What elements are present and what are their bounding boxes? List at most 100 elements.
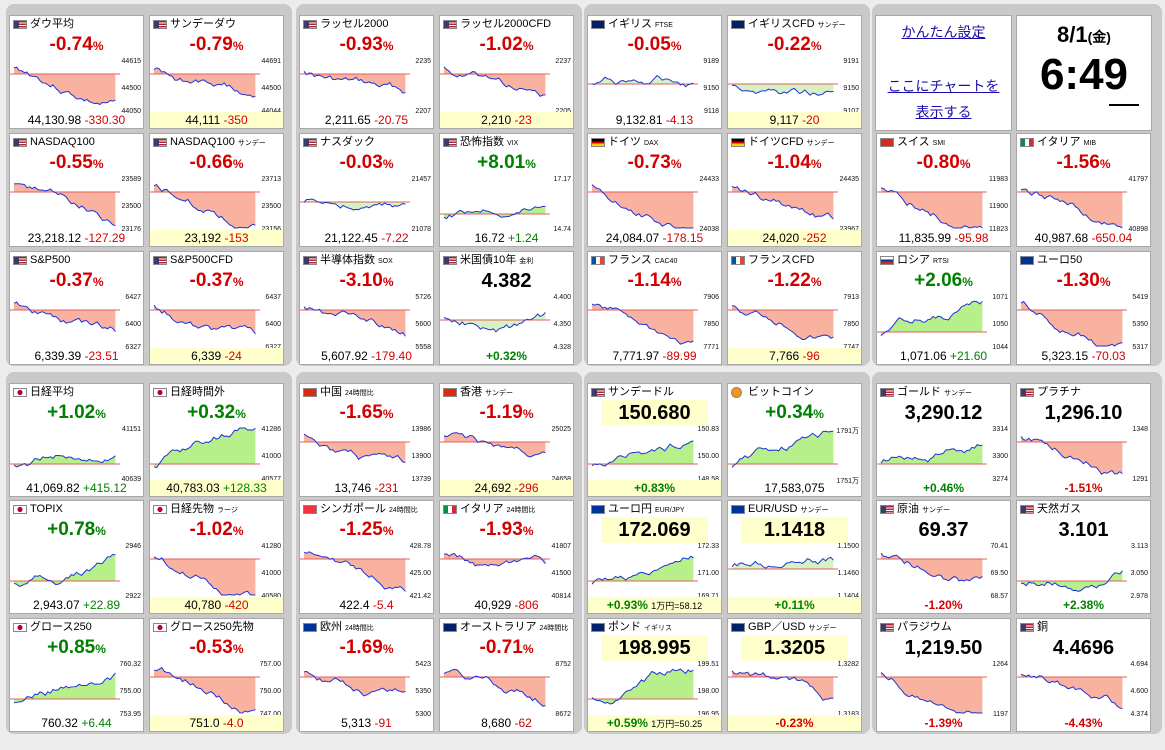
- tile-header: ラッセル2000CFD: [440, 16, 573, 33]
- price-diff: -806: [514, 598, 539, 612]
- market-tile[interactable]: S&P500 -0.37% 6427 6400 6327 6,339.39 -23.51: [9, 251, 144, 365]
- price-line: [303, 551, 406, 592]
- axis-label: 41000: [261, 453, 281, 460]
- us-flag-icon: [13, 20, 27, 29]
- market-tile[interactable]: ダウ平均 -0.74% 44615 44500 44050 44,130.98 -330.…: [9, 15, 144, 129]
- market-tile[interactable]: プラチナ 1,296.10 1348 1291 -1.51%: [1016, 383, 1151, 497]
- area-fill: [732, 557, 834, 569]
- market-tile[interactable]: 天然ガス 3.101 3.113 3.050 2.978 +2.38%: [1016, 500, 1151, 614]
- settings-link[interactable]: かんたん設定: [901, 24, 986, 40]
- market-tile[interactable]: ユーロ円EUR/JPY172.069172.33171.00169.71+0.9…: [587, 500, 722, 614]
- market-tile[interactable]: イタリア 24時間比 -1.93% 41807 41500 40814 40,929 -80…: [439, 500, 574, 614]
- chart-link-1[interactable]: ここにチャートを: [887, 78, 1000, 94]
- area-fill: [732, 431, 834, 468]
- market-tile[interactable]: サンデーダウ-0.79%44691445004404444,111 -350: [149, 15, 284, 129]
- axis-label: 7747: [843, 344, 859, 351]
- market-tile[interactable]: オーストラリア 24時間比 -0.71% 8752 8672 8,680 -62: [439, 618, 574, 732]
- market-tile[interactable]: 日経平均 +1.02% 41151 40639 41,069.82 +415.12: [9, 383, 144, 497]
- axis-label: 40814: [551, 593, 571, 600]
- price-diff: -296: [514, 481, 539, 495]
- market-tile[interactable]: ドイツ DAX -0.73% 24433 24038 24,084.07 -178.15: [587, 133, 722, 247]
- mini-chart: [440, 432, 550, 458]
- tile-title: イギリスCFD サンデー: [748, 18, 846, 30]
- market-tile[interactable]: ゴールド サンデー 3,290.12 3314 3300 3274 +0.46%: [876, 383, 1011, 497]
- tile-header: ドイツ DAX: [588, 134, 721, 151]
- tile-subtitle: 金利: [519, 258, 534, 265]
- market-tile[interactable]: 恐怖指数 VIX +8.01% 17.17 14.74 16.72 +1.24: [439, 133, 574, 247]
- chart-link-2[interactable]: 表示する: [915, 104, 972, 120]
- mini-chart: [150, 304, 260, 335]
- axis-label: 2946: [125, 543, 141, 550]
- market-tile[interactable]: フランスCFD-1.22%7913785077477,766 -96: [727, 251, 862, 365]
- market-tile[interactable]: 日経時間外+0.32%41286410004057740,783.03 +128…: [149, 383, 284, 497]
- market-tile[interactable]: 米国債10年 金利 4.382 4.400 4.350 4.328 +0.32%: [439, 251, 574, 365]
- market-tile[interactable]: シンガポール 24時間比 -1.25% 428.78 425.00 421.42 422.4…: [299, 500, 434, 614]
- axis-label: 40639: [121, 476, 141, 483]
- market-tile[interactable]: イタリア MIB -1.56% 41797 40898 40,987.68 -650.04: [1016, 133, 1151, 247]
- market-tile[interactable]: フランス CAC40 -1.14% 7906 7850 7771 7,771.97 -89.…: [587, 251, 722, 365]
- axis-label: 41807: [551, 543, 571, 550]
- axis-label: 172.33: [697, 543, 719, 550]
- market-tile[interactable]: スイス SMI -0.80% 11983 11900 11823 11,835.99 -95…: [876, 133, 1011, 247]
- tile-header: フランスCFD: [728, 252, 861, 269]
- market-tile[interactable]: 原油 サンデー 69.37 70.41 69.50 68.57 -1.20%: [876, 500, 1011, 614]
- market-tile[interactable]: NASDAQ100サンデー-0.66%23713235002315623,192…: [149, 133, 284, 247]
- price-line: [303, 70, 406, 94]
- tile-header: 日経先物 ラージ: [150, 501, 283, 518]
- area-fill: [154, 667, 256, 713]
- axis-label: 199.51: [697, 661, 719, 668]
- market-tile[interactable]: NASDAQ100 -0.55% 23589 23500 23176 23,218.12 …: [9, 133, 144, 247]
- jp-flag-icon: [13, 388, 27, 397]
- market-tile[interactable]: ナスダック -0.03% 21457 21078 21,122.45 -7.22: [299, 133, 434, 247]
- market-tile[interactable]: ラッセル2000 -0.93% 2235 2207 2,211.65 -20.75: [299, 15, 434, 129]
- market-tile[interactable]: S&P500CFD-0.37%6437640063276,339 -24: [149, 251, 284, 365]
- price-line: [443, 205, 546, 220]
- market-tile[interactable]: グロース250 +0.85% 760.32 755.00 753.95 760.32 +6…: [9, 618, 144, 732]
- market-tile[interactable]: 欧州 24時間比 -1.69% 5423 5350 5300 5,313 -91: [299, 618, 434, 732]
- axis-label: 23589: [121, 176, 141, 183]
- market-tile[interactable]: ロシア RTSI +2.06% 1071 1050 1044 1,071.06 +21.60: [876, 251, 1011, 365]
- market-tile[interactable]: ラッセル2000CFD-1.02%223722052,210 -23: [439, 15, 574, 129]
- market-tile[interactable]: TOPIX +0.78% 2946 2922 2,943.07 +22.89: [9, 500, 144, 614]
- market-tile[interactable]: パラジウム 1,219.50 1264 1197 -1.39%: [876, 618, 1011, 732]
- price-footer: 2,943.07 +22.89: [10, 597, 143, 613]
- tile-title: ビットコイン: [748, 386, 814, 398]
- tile-header: ナスダック: [300, 134, 433, 151]
- tile-header: TOPIX: [10, 501, 143, 518]
- price-footer: 11,835.99 -95.98: [877, 230, 1010, 246]
- axis-label: 4.350: [553, 321, 571, 328]
- axis-label: 2235: [415, 58, 431, 65]
- market-tile[interactable]: 銅 4.4696 4.694 4.600 4.374 -4.43%: [1016, 618, 1151, 732]
- tile-title: S&P500: [30, 254, 71, 266]
- mini-chart: [877, 187, 987, 229]
- tile-subtitle: DAX: [644, 140, 659, 147]
- area-fill: [732, 84, 834, 96]
- market-tile[interactable]: イギリス FTSE -0.05% 9189 9150 9118 9,132.81 -4.13: [587, 15, 722, 129]
- sg-flag-icon: [303, 505, 317, 514]
- us-flag-icon: [153, 138, 167, 147]
- percent-sign: %: [959, 157, 971, 171]
- price-diff: -62: [514, 716, 532, 730]
- market-tile[interactable]: ユーロ50 -1.30% 5419 5350 5317 5,323.15 -70.03: [1016, 251, 1151, 365]
- market-tile[interactable]: 半導体指数 SOX -3.10% 5726 5600 5558 5,607.92 -179.…: [299, 251, 434, 365]
- market-tile[interactable]: 中国 24時間比 -1.65% 13986 13900 13739 13,746 -231: [299, 383, 434, 497]
- settings-tile[interactable]: かんたん設定 ここにチャートを 表示する: [875, 15, 1012, 131]
- price-footer: 2,211.65 -20.75: [300, 112, 433, 128]
- price-line: [443, 312, 546, 333]
- axis-label: 69.50: [990, 570, 1008, 577]
- axis-label: 40577: [261, 476, 281, 483]
- price-diff: +0.46%: [922, 481, 965, 495]
- change-percent: +0.85%: [10, 636, 143, 661]
- change-value: +0.85: [47, 637, 96, 658]
- tile-subtitle: サンデー: [944, 390, 972, 397]
- market-tile[interactable]: ビットコイン +0.34% 1791万 1751万 17,583,075: [727, 383, 862, 497]
